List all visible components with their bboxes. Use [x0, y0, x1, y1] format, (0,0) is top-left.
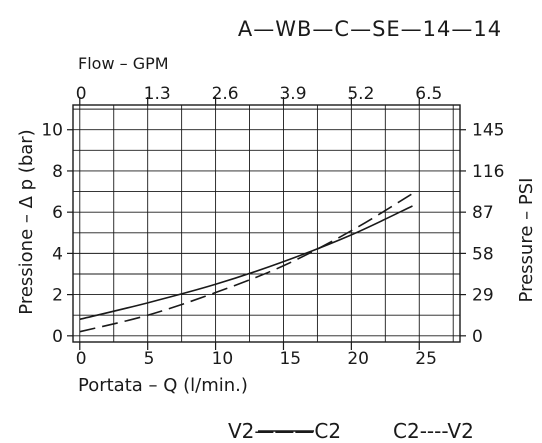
x2-tick-label: 2.6	[212, 84, 239, 104]
x-tick-label: 15	[279, 349, 301, 369]
legend-dashed-label: C2----V2	[393, 419, 474, 443]
y-tick-label: 4	[52, 244, 63, 264]
y2-tick-label: 87	[472, 203, 494, 223]
x-tick-label: 20	[347, 349, 369, 369]
x-axis-label: Portata – Q (l/min.)	[78, 375, 248, 396]
axis-ticks	[67, 97, 466, 350]
y2-tick-label: 29	[472, 286, 494, 306]
x2-tick-label: 1.3	[144, 84, 171, 104]
series-line-c2-v2	[79, 192, 413, 333]
top-axis-label: Flow – GPM	[78, 54, 169, 73]
legend-solid-label: V2———C2	[228, 419, 341, 443]
grid-lines	[73, 105, 460, 342]
y-tick-label: 6	[52, 203, 63, 223]
x2-tick-label: 0	[76, 84, 87, 104]
x2-tick-label: 6.5	[415, 84, 442, 104]
right-axis-label: Pressure – PSI	[516, 178, 537, 303]
chart-title: A—WB—C—SE—14—14	[238, 17, 502, 41]
y2-tick-label: 58	[472, 244, 494, 264]
y2-tick-label: 116	[472, 162, 504, 182]
y2-tick-label: 145	[472, 121, 504, 141]
y-tick-label: 8	[52, 162, 63, 182]
x-tick-label: 25	[415, 349, 437, 369]
x-tick-label: 5	[144, 349, 155, 369]
x-tick-label: 10	[212, 349, 234, 369]
data-series	[79, 192, 413, 432]
x-tick-label: 0	[76, 349, 87, 369]
plot-frame	[72, 104, 461, 343]
x2-tick-label: 3.9	[279, 84, 306, 104]
y-tick-label: 2	[52, 286, 63, 306]
series-line-v2-c2	[79, 205, 413, 321]
x2-tick-label: 5.2	[347, 84, 374, 104]
y-axis-label: Pressione – Δ p (bar)	[16, 129, 37, 314]
y-tick-label: 10	[41, 121, 63, 141]
y2-tick-label: 0	[472, 327, 483, 347]
y-tick-label: 0	[52, 327, 63, 347]
